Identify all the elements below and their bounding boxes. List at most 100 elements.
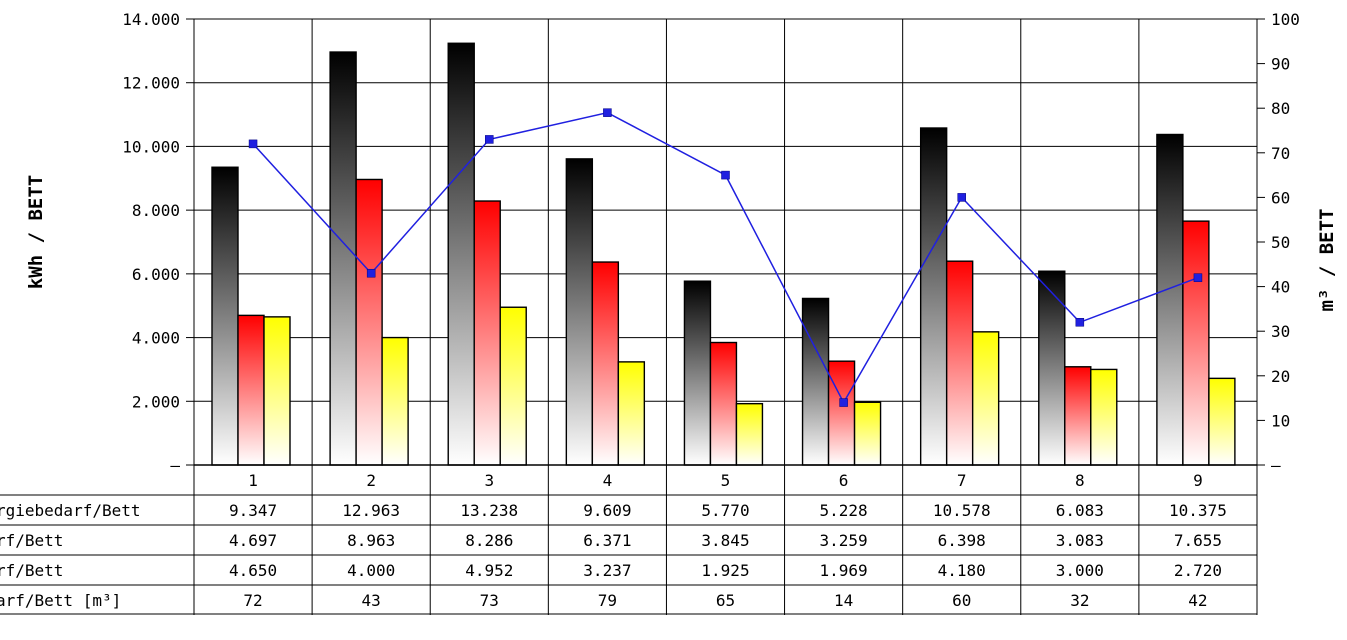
table-cell: 42 <box>1188 591 1207 610</box>
line-point-cat-2 <box>366 268 376 278</box>
table-cell: 3.845 <box>701 531 749 550</box>
bar-1-cat-3 <box>447 42 475 466</box>
y2-tick-label: 20 <box>1271 367 1290 386</box>
y-tick-label: 12.000 <box>122 74 180 93</box>
table-cell: 6.083 <box>1056 501 1104 520</box>
x-tick-label: 9 <box>1193 471 1203 490</box>
table-cell: 8.286 <box>465 531 513 550</box>
bar-1-cat-4 <box>565 158 594 466</box>
y-tick-label: 2.000 <box>132 392 180 411</box>
y-tick-label: 10.000 <box>122 137 180 156</box>
table-cell: 65 <box>716 591 735 610</box>
x-tick-label: 2 <box>366 471 376 490</box>
table-cell: 12.963 <box>342 501 400 520</box>
table-cell: 7.655 <box>1174 531 1222 550</box>
bar-3-cat-8 <box>1090 368 1118 466</box>
table-cell: 4.697 <box>229 531 277 550</box>
y-tick-label: 14.000 <box>122 10 180 29</box>
line-point-cat-1 <box>248 139 258 149</box>
table-cell: 10.578 <box>933 501 991 520</box>
table-cell: 4.180 <box>938 561 986 580</box>
x-tick-label: 7 <box>957 471 967 490</box>
table-cell: 9.347 <box>229 501 277 520</box>
bar-2-cat-4 <box>591 261 620 466</box>
y-tick-label: 6.000 <box>132 265 180 284</box>
table-cell: 3.000 <box>1056 561 1104 580</box>
line-point-cat-7 <box>957 193 966 202</box>
bar-1-cat-6 <box>801 297 830 466</box>
bar-1-cat-2 <box>329 51 357 466</box>
y2-tick-label: 30 <box>1271 322 1290 341</box>
bar-2-cat-7 <box>945 260 974 466</box>
table-row-label: rf/Bett <box>0 561 63 580</box>
table-cell: 32 <box>1070 591 1089 610</box>
bar-1-cat-9 <box>1156 133 1184 466</box>
bar-2-cat-6 <box>827 360 856 466</box>
bar-3-cat-1 <box>263 316 291 466</box>
table-row-label: arf/Bett [m³] <box>0 591 121 610</box>
y2-tick-label: 90 <box>1271 55 1290 74</box>
table-cell: 73 <box>480 591 499 610</box>
table-cell: 8.963 <box>347 531 395 550</box>
table-cell: 79 <box>598 591 617 610</box>
table-cell: 4.650 <box>229 561 277 580</box>
table-cell: 4.952 <box>465 561 513 580</box>
table-cell: 3.083 <box>1056 531 1104 550</box>
y2-tick-label: 40 <box>1271 278 1290 297</box>
line-point-cat-8 <box>1075 318 1085 327</box>
bar-3-cat-9 <box>1208 377 1236 466</box>
bar-2-cat-8 <box>1064 366 1092 466</box>
bar-3-cat-7 <box>971 331 1000 466</box>
table-cell: 43 <box>362 591 381 610</box>
bar-2-cat-5 <box>709 341 738 466</box>
table-cell: 9.609 <box>583 501 631 520</box>
x-tick-label: 8 <box>1075 471 1085 490</box>
table-cell: 6.371 <box>583 531 631 550</box>
line-series <box>248 108 1203 407</box>
bar-1-cat-1 <box>211 166 239 466</box>
bar-3-cat-2 <box>381 336 409 466</box>
y2-tick-label: – <box>1271 456 1281 475</box>
table-cell: 5.228 <box>820 501 868 520</box>
bar-3-cat-3 <box>499 306 527 466</box>
data-table: 1 2 3 4 5 6 7 8 9 rgiebedarf/Bett 9.347 12.963 13.23… <box>0 471 1257 615</box>
y2-tick-label: 80 <box>1271 99 1290 118</box>
bar-2-cat-1 <box>237 314 265 466</box>
bar-1-cat-8 <box>1038 270 1066 466</box>
bar-2-cat-3 <box>473 200 501 466</box>
line-point-cat-3 <box>485 135 494 144</box>
table-cell: 5.770 <box>701 501 749 520</box>
x-tick-label: 4 <box>603 471 613 490</box>
y2-axis-title: m³ / BETT <box>1316 209 1338 312</box>
y-tick-label: 8.000 <box>132 201 180 220</box>
bar-2-cat-2 <box>355 178 383 466</box>
y2-tick-label: 60 <box>1271 188 1290 207</box>
table-cell: 72 <box>243 591 262 610</box>
y2-tick-label: 70 <box>1271 144 1290 163</box>
line-point-cat-9 <box>1193 273 1203 282</box>
y-axis-title: kWh / BETT <box>25 175 47 289</box>
table-cell: 13.238 <box>460 501 518 520</box>
bar-2-cat-9 <box>1182 220 1210 466</box>
y2-tick-label: 100 <box>1271 10 1300 29</box>
table-row-label: rgiebedarf/Bett <box>0 501 141 520</box>
y-tick-label: – <box>170 456 180 475</box>
table-cell: 2.720 <box>1174 561 1222 580</box>
table-cell: 3.237 <box>583 561 631 580</box>
table-cell: 4.000 <box>347 561 395 580</box>
y-tick-label: 4.000 <box>132 329 180 348</box>
line-point-cat-5 <box>721 170 730 180</box>
y2-tick-label: 10 <box>1271 411 1290 430</box>
x-tick-label: 3 <box>484 471 494 490</box>
axes: – 2.000 4.000 6.000 8.000 10.000 12.000 14.000 –… <box>122 10 1300 475</box>
table-cell: 3.259 <box>820 531 868 550</box>
table-cell: 6.398 <box>938 531 986 550</box>
x-tick-label: 1 <box>248 471 258 490</box>
bar-1-cat-7 <box>919 127 948 466</box>
x-tick-label: 5 <box>721 471 731 490</box>
bar-3-cat-4 <box>617 361 646 466</box>
table-cell: 1.925 <box>701 561 749 580</box>
table-row-label: rf/Bett <box>0 531 63 550</box>
bars <box>211 42 1236 466</box>
